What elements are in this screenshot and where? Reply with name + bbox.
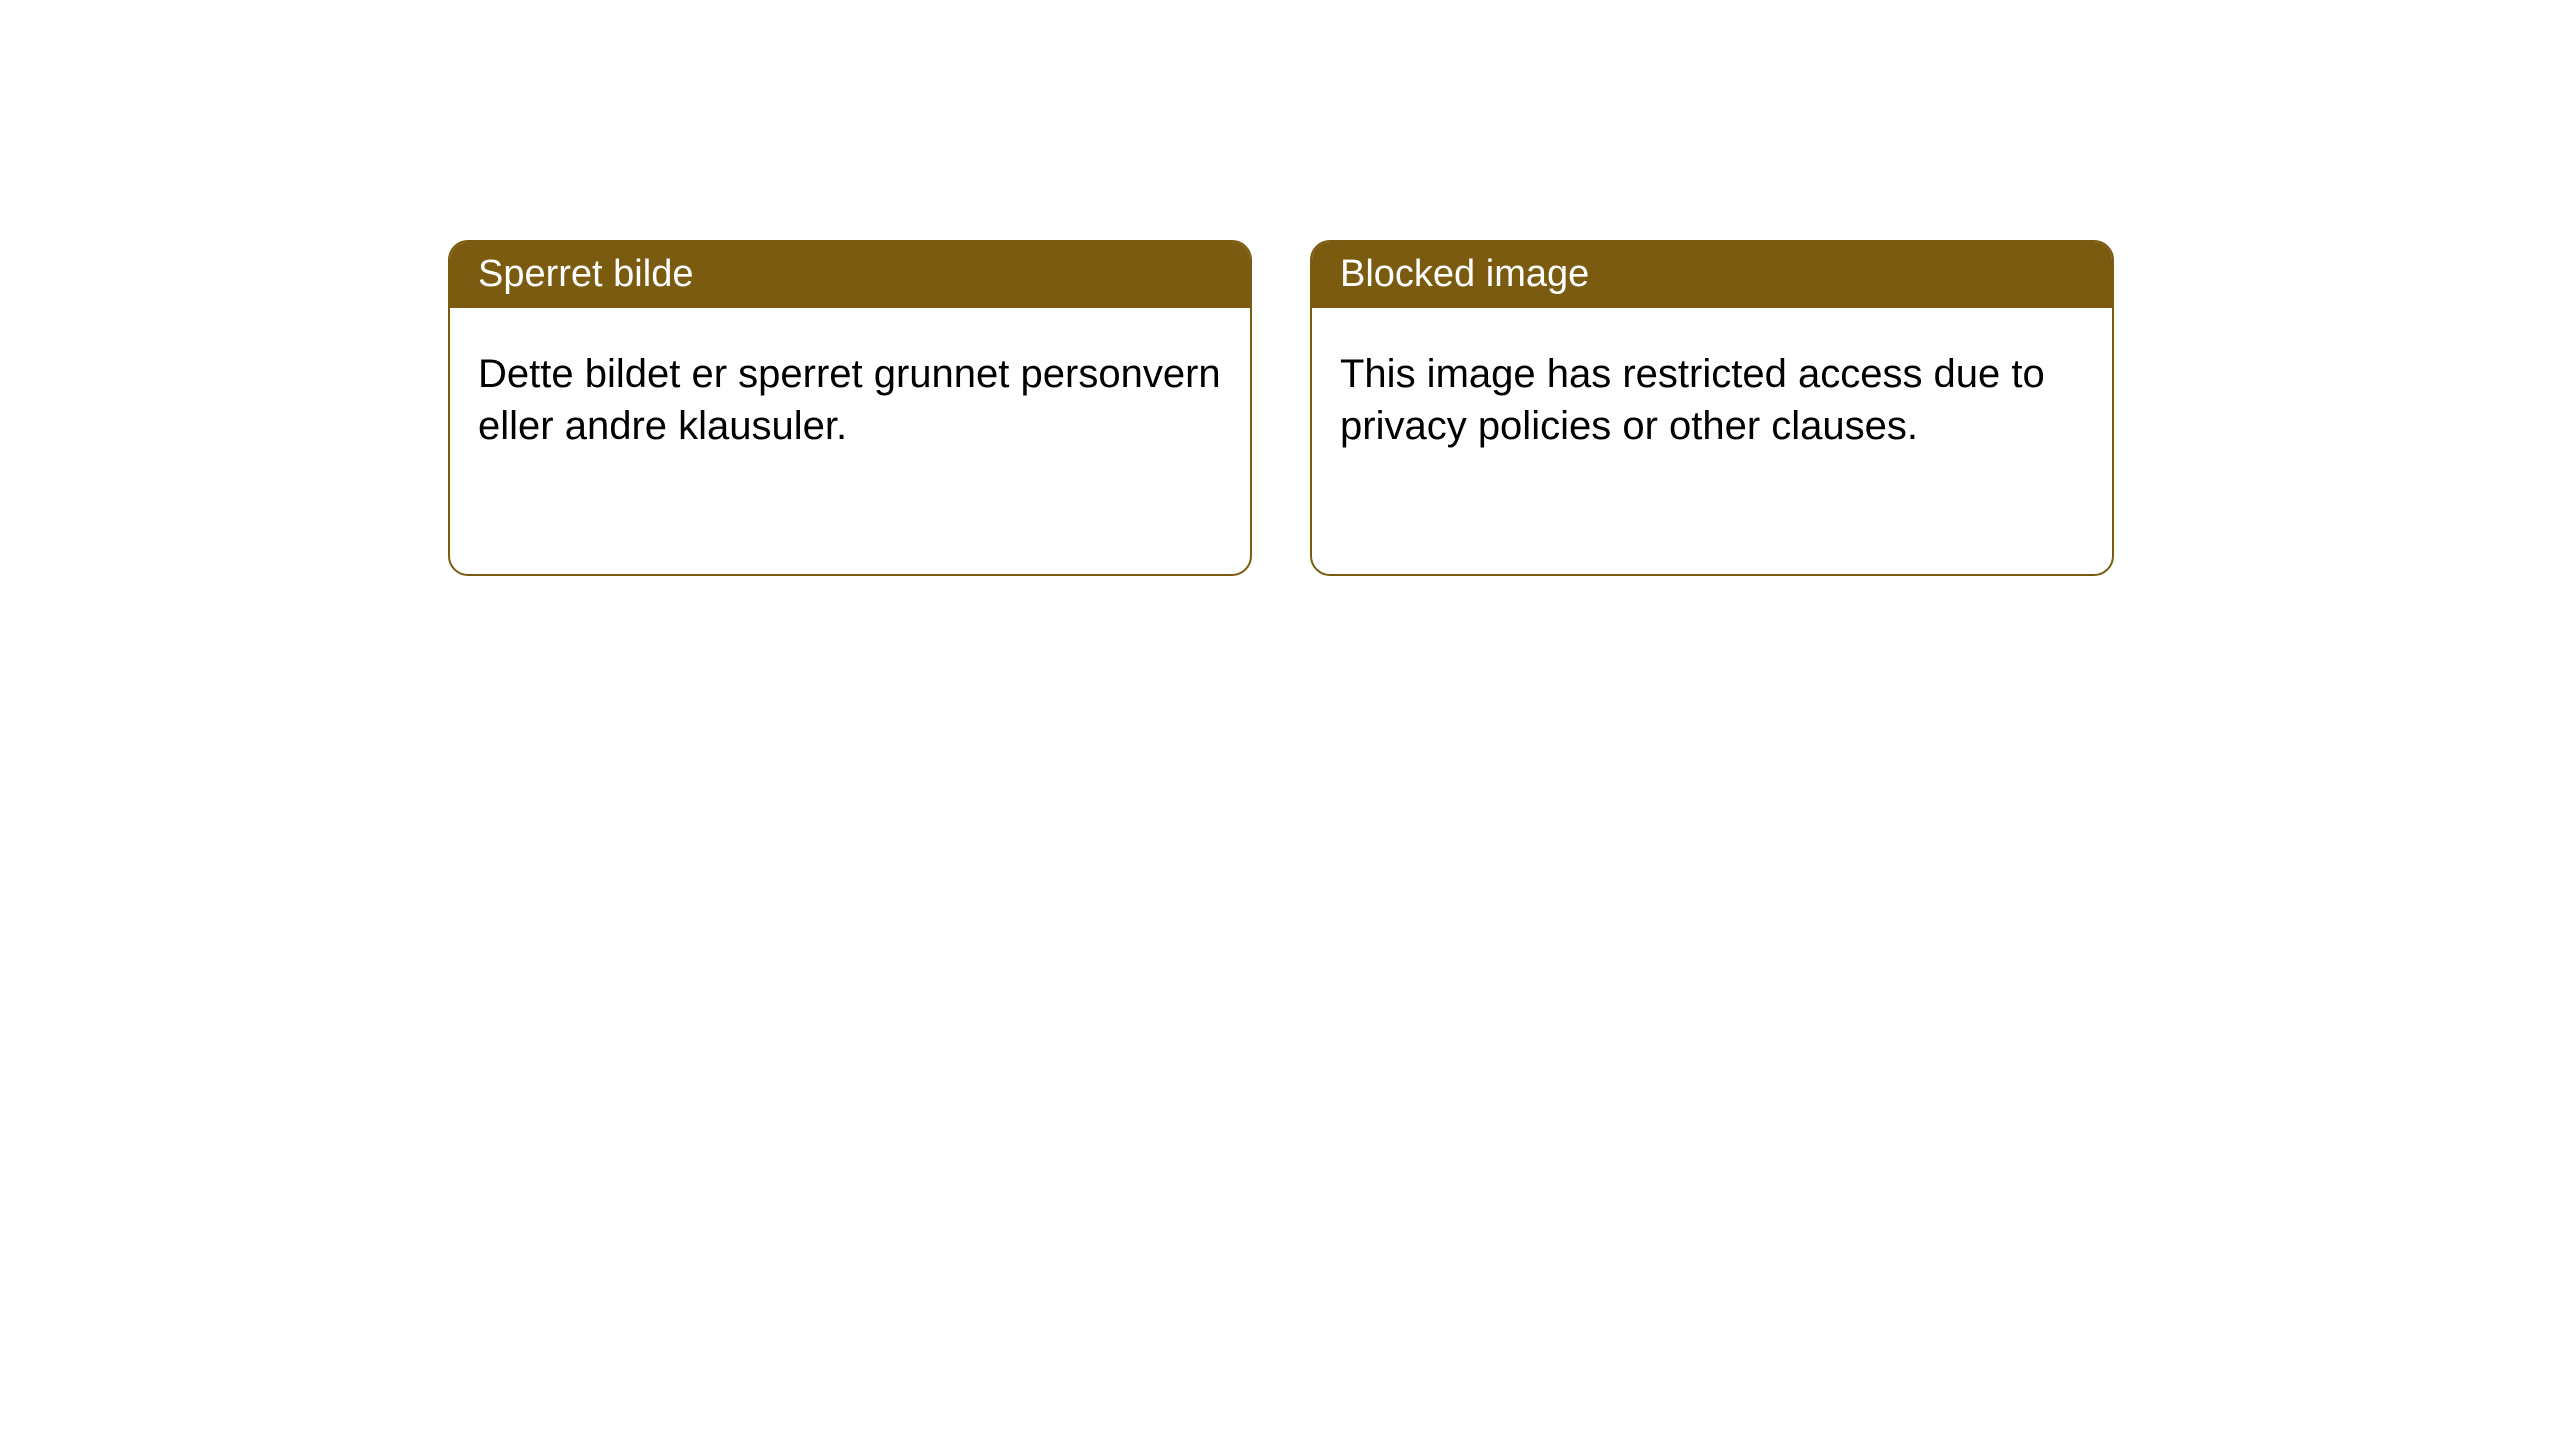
blocked-image-card-norwegian: Sperret bilde Dette bildet er sperret gr… <box>448 240 1252 576</box>
card-text-norwegian: Dette bildet er sperret grunnet personve… <box>478 352 1221 448</box>
card-title-english: Blocked image <box>1340 253 1589 295</box>
card-title-norwegian: Sperret bilde <box>478 253 693 295</box>
blocked-image-cards: Sperret bilde Dette bildet er sperret gr… <box>448 240 2560 576</box>
card-header-english: Blocked image <box>1312 242 2112 308</box>
card-header-norwegian: Sperret bilde <box>450 242 1250 308</box>
card-body-english: This image has restricted access due to … <box>1312 308 2112 492</box>
card-body-norwegian: Dette bildet er sperret grunnet personve… <box>450 308 1250 492</box>
blocked-image-card-english: Blocked image This image has restricted … <box>1310 240 2114 576</box>
card-text-english: This image has restricted access due to … <box>1340 352 2045 448</box>
